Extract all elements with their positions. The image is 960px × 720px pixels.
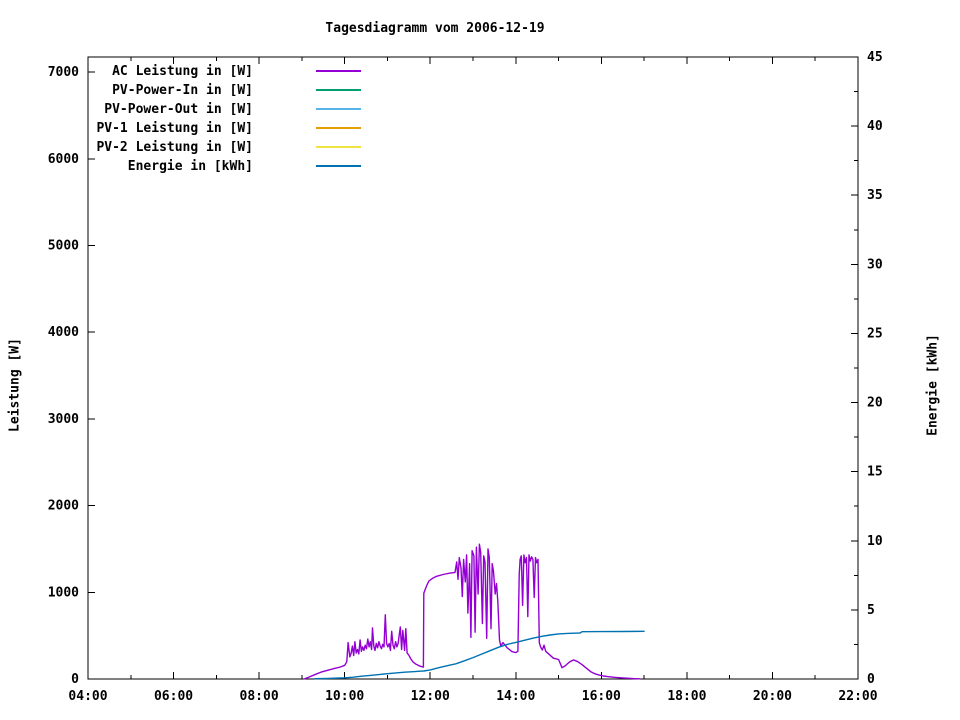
legend-item-label: PV-Power-In in [W]: [112, 83, 253, 98]
y-right-tick-label: 30: [867, 257, 883, 272]
x-axis-ticks: 04:00 06:00 08:00 10:00 12:00 14:00 16:00 18:00…: [68, 57, 878, 704]
y-right-tick-label: 20: [867, 396, 883, 411]
legend-item: Energie in [kWh]: [128, 159, 361, 174]
y-right-tick-label: 15: [867, 465, 883, 480]
y-right-tick-label: 35: [867, 188, 883, 203]
x-tick-label: 18:00: [667, 689, 706, 704]
legend-item-label: PV-Power-Out in [W]: [104, 102, 253, 117]
y-left-tick-label: 2000: [48, 499, 79, 514]
x-tick-label: 10:00: [325, 689, 364, 704]
y-left-tick-label: 0: [71, 672, 79, 687]
y-left-tick-label: 7000: [48, 65, 79, 80]
x-tick-label: 12:00: [411, 689, 450, 704]
legend: AC Leistung in [W] PV-Power-In in [W] PV-P…: [96, 64, 361, 174]
x-tick-label: 04:00: [68, 689, 107, 704]
legend-item-label: PV-1 Leistung in [W]: [96, 121, 253, 136]
y-left-tick-label: 5000: [48, 239, 79, 254]
legend-item: AC Leistung in [W]: [112, 64, 361, 79]
y-right-tick-label: 5: [867, 603, 875, 618]
y-left-tick-label: 3000: [48, 412, 79, 427]
y-left-tick-label: 1000: [48, 585, 79, 600]
legend-item-label: Energie in [kWh]: [128, 159, 253, 174]
x-tick-label: 08:00: [240, 689, 279, 704]
legend-item: PV-2 Leistung in [W]: [96, 140, 361, 155]
legend-item: PV-Power-Out in [W]: [104, 102, 361, 117]
y-right-tick-label: 40: [867, 119, 883, 134]
y-right-tick-label: 10: [867, 534, 883, 549]
x-tick-label: 22:00: [838, 689, 877, 704]
x-tick-label: 20:00: [753, 689, 792, 704]
chart-title: Tagesdiagramm vom 2006-12-19: [325, 21, 545, 36]
y-left-axis-ticks: 0 1000 2000 3000 4000 5000 6000 7000: [48, 65, 95, 687]
x-tick-label: 16:00: [582, 689, 621, 704]
legend-item: PV-Power-In in [W]: [112, 83, 361, 98]
series-line-ac-leistung-in-w: [303, 543, 641, 680]
y-left-tick-label: 4000: [48, 325, 79, 340]
y-left-tick-label: 6000: [48, 152, 79, 167]
y-right-axis-ticks: 0 5 10 15 20 25 30 35 40 45: [851, 50, 883, 687]
y-right-tick-label: 0: [867, 672, 875, 687]
legend-item-label: PV-2 Leistung in [W]: [96, 140, 253, 155]
y-right-tick-label: 25: [867, 326, 883, 341]
series-line-energie-in-kwh: [314, 630, 645, 680]
legend-item-label: AC Leistung in [W]: [112, 64, 253, 79]
legend-item: PV-1 Leistung in [W]: [96, 121, 361, 136]
y-right-tick-label: 45: [867, 50, 883, 65]
x-tick-label: 06:00: [154, 689, 193, 704]
x-tick-label: 14:00: [496, 689, 535, 704]
